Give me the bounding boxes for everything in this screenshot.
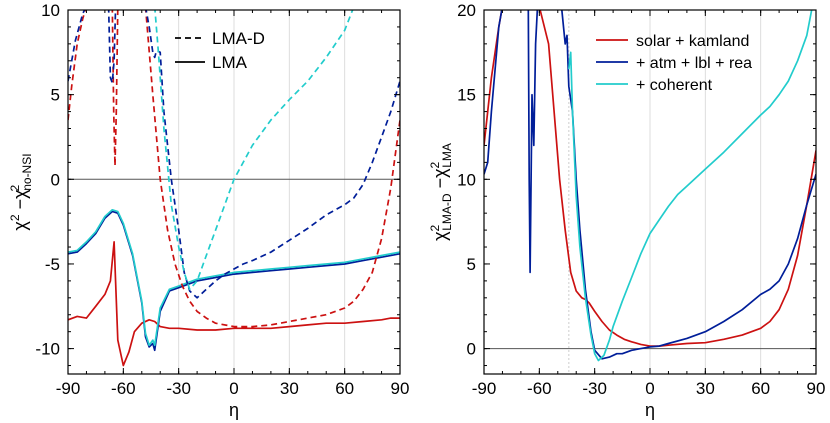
series-group — [484, 10, 816, 362]
x-tick-label: -90 — [56, 379, 81, 398]
series-line — [68, 210, 400, 352]
y-axis-label: χ2 −χ2no-NSI — [8, 153, 34, 230]
series-line — [68, 10, 86, 82]
legend-label: + atm + lbl + rea — [636, 55, 752, 72]
left-panel: -90 -60 -30 0 30 60 90 -10 -5 0 5 10 η χ2 −χ2no-NSI LM… — [8, 1, 409, 420]
series-line — [111, 10, 119, 167]
series-line — [484, 10, 816, 347]
series-line — [145, 10, 400, 299]
y-tick-label: 0 — [467, 340, 476, 359]
y-tick-label: 0 — [51, 170, 60, 189]
y-axis-label: χ2LMA-D −χ2LMA — [428, 143, 454, 241]
series-line — [567, 10, 813, 362]
series-line — [68, 241, 400, 367]
y-tick-label: 15 — [457, 86, 476, 105]
x-tick-label: 90 — [807, 379, 826, 398]
y-tick-label: 5 — [467, 255, 476, 274]
y-tick-label: 20 — [457, 1, 476, 20]
x-tick-label: -60 — [111, 379, 136, 398]
y-tick-label: 10 — [457, 170, 476, 189]
x-tick-label: 0 — [229, 379, 238, 398]
x-tick-label: 90 — [391, 379, 410, 398]
x-tick-label: -30 — [582, 379, 607, 398]
series-line — [144, 10, 400, 328]
x-tick-label: -30 — [166, 379, 191, 398]
legend-label: LMA-D — [212, 29, 265, 48]
x-tick-label: 60 — [335, 379, 354, 398]
legend-label: LMA — [212, 53, 248, 72]
legend-label: solar + kamland — [636, 33, 749, 50]
legend-label: + coherent — [636, 77, 713, 94]
y-tick-label: 5 — [51, 86, 60, 105]
x-tick-label: 30 — [280, 379, 299, 398]
x-tick-label: -60 — [527, 379, 552, 398]
x-tick-label: 0 — [645, 379, 654, 398]
series-group — [68, 10, 400, 367]
x-axis-label: η — [229, 400, 239, 420]
x-tick-label: 60 — [751, 379, 770, 398]
x-tick-label: 30 — [696, 379, 715, 398]
series-line — [68, 208, 400, 347]
series-line — [68, 10, 87, 121]
y-tick-label: 10 — [41, 1, 60, 20]
y-tick-label: -10 — [35, 340, 60, 359]
x-axis-label: η — [645, 400, 655, 420]
series-line — [154, 10, 354, 291]
y-tick-label: -5 — [45, 255, 60, 274]
right-panel: -90 -60 -30 0 30 60 90 0 5 10 15 20 η χ2LMA-D −χ2LMA s… — [428, 1, 825, 420]
x-tick-label: -90 — [472, 379, 497, 398]
